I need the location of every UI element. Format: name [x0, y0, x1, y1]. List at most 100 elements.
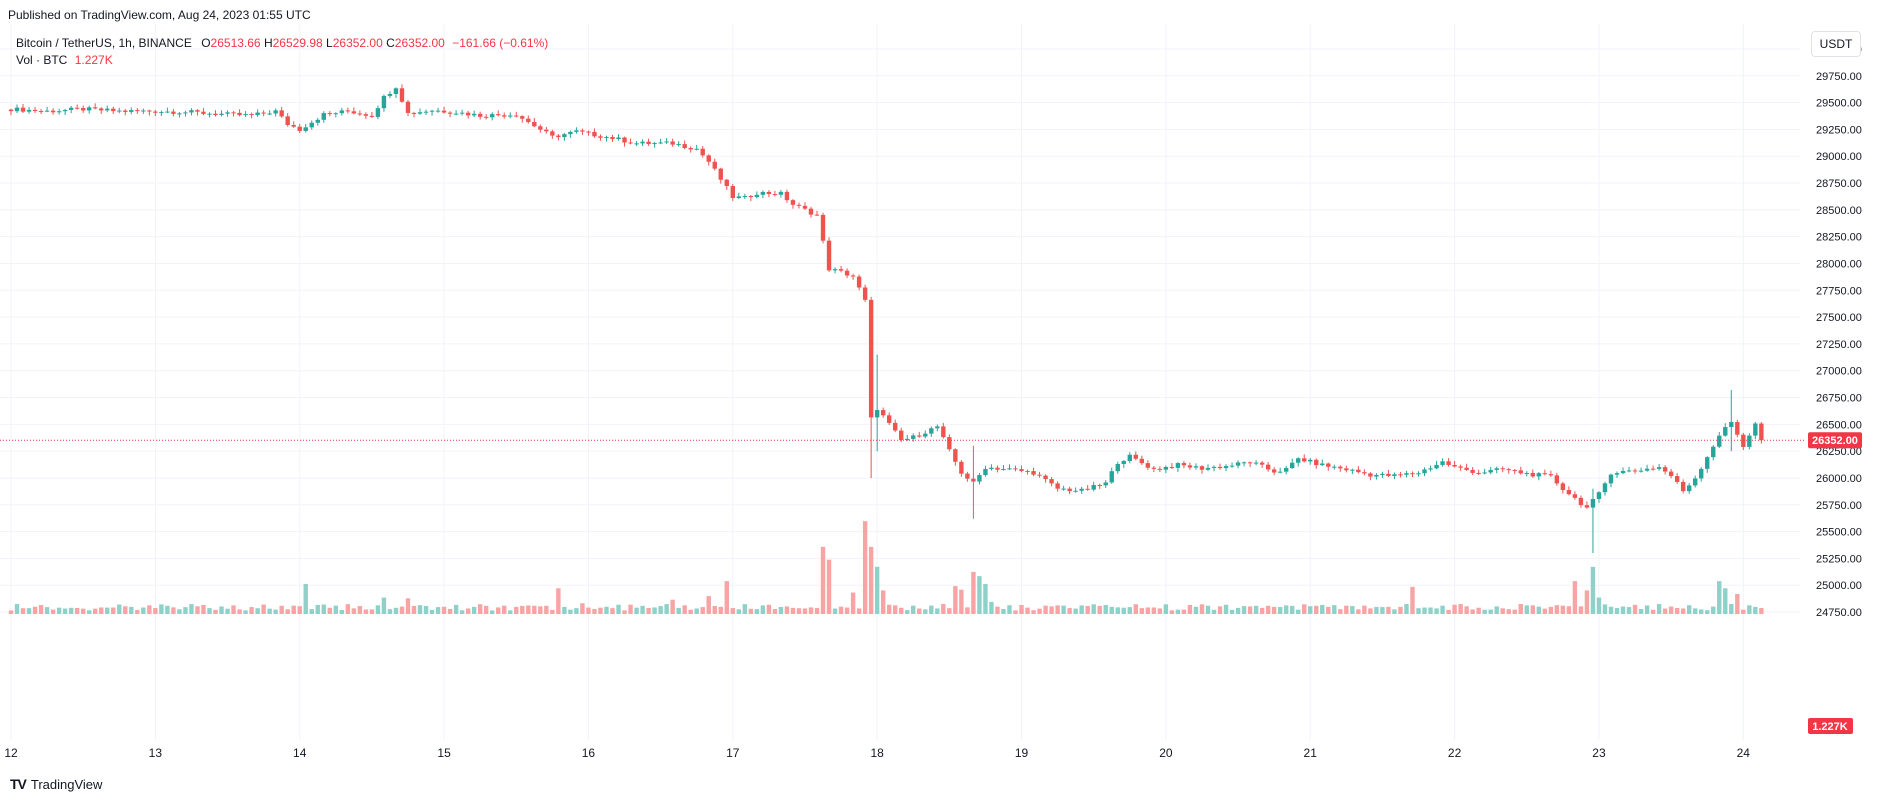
candle-body	[1699, 468, 1704, 479]
candle-body	[1380, 473, 1385, 476]
volume-bar	[1680, 608, 1686, 614]
candle-body	[796, 204, 802, 206]
candle-body	[784, 191, 790, 201]
candle-body	[658, 142, 663, 144]
candle-body	[1524, 473, 1529, 475]
volume-bar	[814, 607, 820, 614]
time-axis[interactable]: 12 13 14 15 16 17 18 19 20 21 22 23 24	[4, 746, 1750, 760]
volume-bar	[297, 606, 302, 614]
candle-body	[1157, 468, 1163, 470]
volume-bar	[1554, 605, 1560, 614]
candle-body	[1608, 474, 1614, 484]
candle-body	[592, 131, 597, 137]
volume-bar	[135, 609, 140, 614]
tradingview-brand[interactable]: TV TradingView	[10, 776, 102, 792]
volume-bar	[1127, 607, 1132, 614]
volume-bar	[291, 605, 296, 614]
volume-bar	[1729, 604, 1734, 614]
chart-legend: Bitcoin / TetherUS, 1h, BINANCE O26513.6…	[16, 35, 548, 69]
price-axis[interactable]: 24750.00 25000.00 25250.00 25500.00 25750.00…	[1816, 44, 1862, 619]
last-price-badge-label: 26352.00	[1812, 435, 1858, 447]
chart-grid	[0, 24, 1800, 740]
volume-bar	[351, 608, 357, 614]
candle-body	[490, 114, 495, 118]
legend-change: −161.66 (−0.61%)	[452, 36, 549, 50]
volume-bar	[1686, 605, 1692, 614]
volume-bar	[1548, 606, 1554, 614]
candle-body	[1741, 434, 1746, 447]
candle-body	[68, 107, 74, 110]
volume-bar	[1067, 608, 1072, 614]
volume-bar	[941, 604, 946, 614]
volume-bar	[1482, 609, 1487, 614]
volume-bar	[1584, 590, 1590, 614]
candle-body	[1368, 473, 1373, 477]
candle-body	[1662, 467, 1668, 472]
candle-body	[1091, 485, 1096, 490]
candle-body	[447, 112, 453, 114]
volume-bar	[249, 607, 254, 614]
candle-body	[935, 426, 940, 429]
candle-body	[99, 108, 104, 111]
candle-body	[730, 186, 735, 198]
volume-bar	[1157, 608, 1163, 614]
volume-bar	[1626, 607, 1632, 614]
candle-body	[1205, 467, 1211, 470]
volume-bar	[1211, 609, 1217, 614]
volume-bar	[790, 607, 796, 614]
brand-label: TradingView	[30, 776, 103, 792]
candle-body	[1163, 466, 1169, 470]
candle-body	[556, 135, 561, 138]
volume-bar	[977, 576, 982, 614]
candle-body	[153, 111, 158, 113]
candle-body	[1362, 472, 1367, 474]
volume-bar	[634, 607, 639, 614]
candle-body	[219, 113, 224, 115]
candle-body	[1470, 469, 1475, 473]
volume-bar	[568, 609, 573, 614]
candle-body	[273, 110, 278, 114]
candle-body	[351, 111, 357, 114]
candle-body	[321, 113, 326, 120]
candle-body	[1464, 467, 1469, 470]
candle-body	[201, 111, 206, 114]
volume-bar	[86, 610, 92, 614]
candle-body	[177, 113, 182, 115]
price-tick-label: 27000.00	[1816, 366, 1862, 378]
volume-bar	[1753, 606, 1758, 614]
candle-body	[1374, 475, 1379, 477]
candle-body	[682, 144, 687, 148]
volume-bar	[93, 608, 98, 614]
candle-body	[1320, 463, 1325, 466]
volume-bar	[1530, 605, 1535, 614]
volume-bar	[243, 610, 248, 614]
price-tick-label: 26250.00	[1816, 446, 1862, 458]
volume-bar	[706, 596, 711, 614]
volume-bar	[1139, 608, 1145, 614]
volume-bar	[62, 608, 68, 614]
legend-volume-label[interactable]: Vol · BTC	[16, 53, 68, 67]
candle-body	[183, 112, 188, 114]
candle-body	[345, 110, 351, 112]
candle-body	[38, 111, 44, 113]
candle-body	[610, 136, 615, 140]
volume-bar	[1566, 606, 1572, 614]
legend-symbol[interactable]: Bitcoin / TetherUS, 1h, BINANCE	[16, 36, 192, 50]
candle-body	[616, 137, 621, 140]
candle-body	[1013, 468, 1018, 470]
volume-bar	[616, 604, 621, 614]
candle-body	[93, 107, 98, 109]
volume-bar	[44, 607, 50, 614]
candle-body	[923, 433, 928, 437]
volume-bar	[1410, 586, 1415, 614]
volume-bar	[502, 605, 507, 614]
volume-bar	[1103, 604, 1108, 614]
candle-body	[357, 113, 363, 115]
volume-bar	[935, 608, 940, 614]
candle-body	[760, 191, 766, 195]
volume-bar	[724, 581, 729, 614]
currency-unit-button[interactable]: USDT	[1811, 31, 1861, 57]
candle-body	[736, 196, 742, 198]
candle-body	[772, 194, 778, 196]
